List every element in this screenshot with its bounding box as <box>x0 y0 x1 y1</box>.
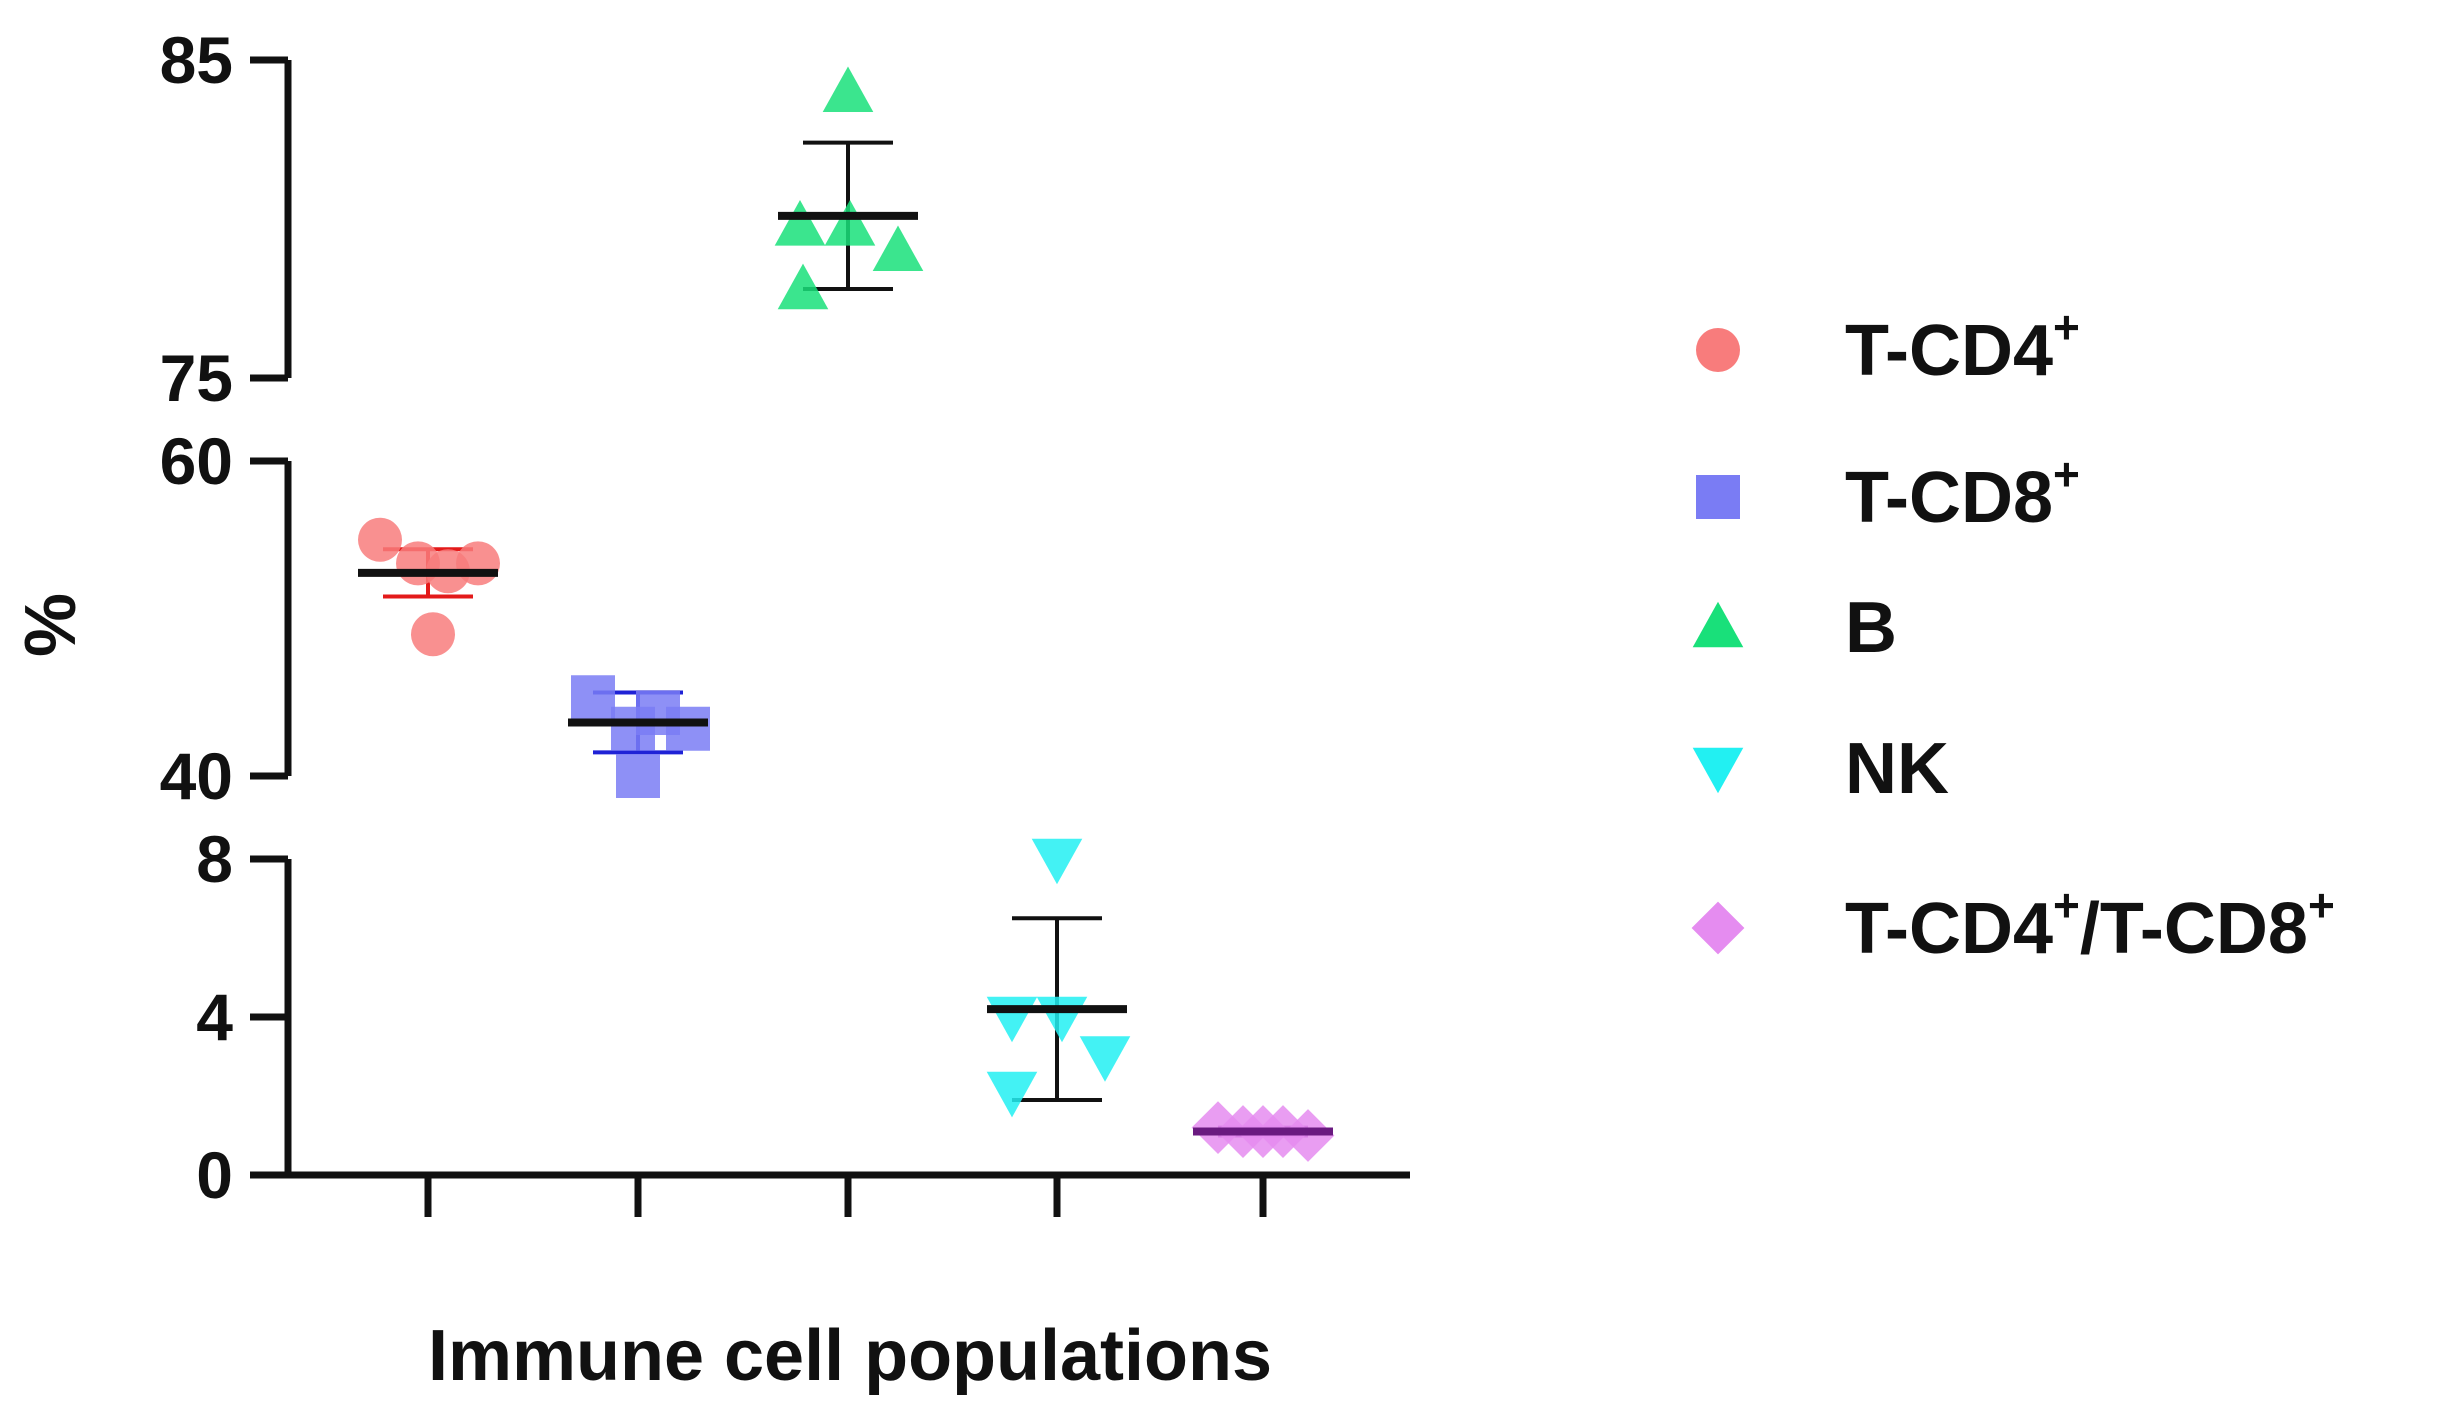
data-point <box>411 612 455 657</box>
legend-label: T-CD8+ <box>1845 448 2080 538</box>
data-point <box>1031 838 1083 885</box>
data-points <box>358 66 1335 1162</box>
y-tick-label: 8 <box>196 822 233 896</box>
data-point <box>986 1071 1038 1118</box>
legend-marker <box>1696 475 1740 519</box>
legend: T-CD4+ T-CD8+ B NK T-CD4+/T-CD8+ <box>1691 301 2335 969</box>
data-point <box>777 263 829 310</box>
data-point <box>1079 1036 1131 1082</box>
y-tick-label: 75 <box>160 341 233 415</box>
legend-label: T-CD4+ <box>1845 301 2080 391</box>
data-point <box>774 200 826 246</box>
error-bars <box>383 140 1308 1138</box>
y-tick-label: 4 <box>196 980 233 1054</box>
data-point <box>822 66 874 113</box>
mean-lines <box>358 211 1333 1136</box>
y-tick-label: 40 <box>160 739 233 813</box>
data-point <box>456 541 500 586</box>
data-point <box>824 200 876 246</box>
axes: 75 85 40 60 0 4 8 <box>160 23 1410 1217</box>
legend-label: T-CD4+/T-CD8+ <box>1845 879 2335 969</box>
y-tick-label: 0 <box>196 1138 233 1212</box>
y-tick-label: 85 <box>160 23 233 97</box>
legend-marker <box>1696 328 1740 372</box>
data-point <box>872 225 924 272</box>
y-axis-title: % <box>11 593 91 657</box>
data-point <box>616 754 660 798</box>
legend-marker <box>1692 601 1744 648</box>
legend-marker <box>1691 901 1745 955</box>
data-point <box>986 996 1038 1043</box>
x-axis-title: Immune cell populations <box>428 1316 1272 1396</box>
data-point <box>611 706 655 751</box>
data-point <box>358 517 402 562</box>
y-tick-label: 60 <box>160 424 233 498</box>
legend-label: B <box>1845 588 1897 668</box>
legend-marker <box>1692 747 1744 794</box>
data-point <box>666 706 710 751</box>
data-point <box>571 675 615 720</box>
data-point <box>1036 996 1088 1043</box>
legend-label: NK <box>1845 729 1949 809</box>
